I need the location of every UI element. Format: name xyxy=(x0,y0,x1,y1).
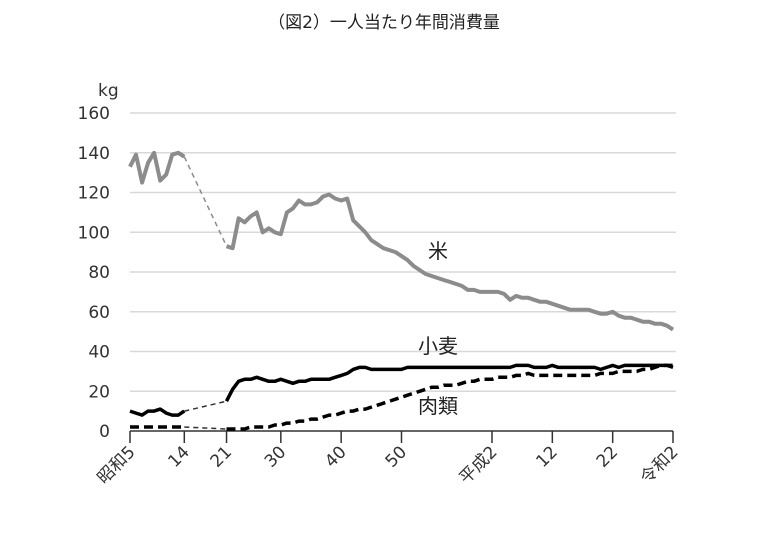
x-tick-label: 22 xyxy=(593,442,622,471)
x-tick-label: 昭和5 xyxy=(94,442,140,488)
y-tick-label: 0 xyxy=(99,422,110,442)
y-tick-label: 140 xyxy=(78,144,110,164)
series-line-postwar-0 xyxy=(225,192,675,332)
series-label: 肉類 xyxy=(418,394,458,418)
x-tick-label: 40 xyxy=(321,442,350,471)
x-tick-label: 令和2 xyxy=(637,442,683,488)
series-gap-connector-0 xyxy=(183,156,228,247)
chart-title: （図2）一人当たり年間消費量 xyxy=(268,13,500,33)
series-line-prewar-0 xyxy=(128,150,186,185)
y-axis-unit: kg xyxy=(98,81,119,101)
series-line-prewar-1 xyxy=(129,407,186,417)
x-tick-label: 14 xyxy=(164,442,193,471)
y-tick-label: 40 xyxy=(88,343,110,363)
x-tick-label: 50 xyxy=(382,442,411,471)
series-gap-connector-2 xyxy=(184,426,227,430)
y-tick-label: 60 xyxy=(88,303,110,323)
series-line-postwar-1 xyxy=(224,363,674,402)
series-gap-connector-1 xyxy=(184,400,227,412)
x-tick-label: 30 xyxy=(261,442,290,471)
x-tick-label: 平成2 xyxy=(456,442,502,488)
x-tick-label: 12 xyxy=(532,442,561,471)
y-tick-label: 120 xyxy=(78,184,110,204)
series-label: 小麦 xyxy=(418,334,458,358)
y-tick-label: 80 xyxy=(88,263,110,283)
series-label: 米 xyxy=(428,239,448,263)
x-tick-label: 21 xyxy=(207,442,236,471)
series-line-postwar-2 xyxy=(226,363,673,431)
y-tick-label: 100 xyxy=(78,223,110,243)
y-tick-label: 160 xyxy=(78,104,110,124)
y-tick-label: 20 xyxy=(88,382,110,402)
